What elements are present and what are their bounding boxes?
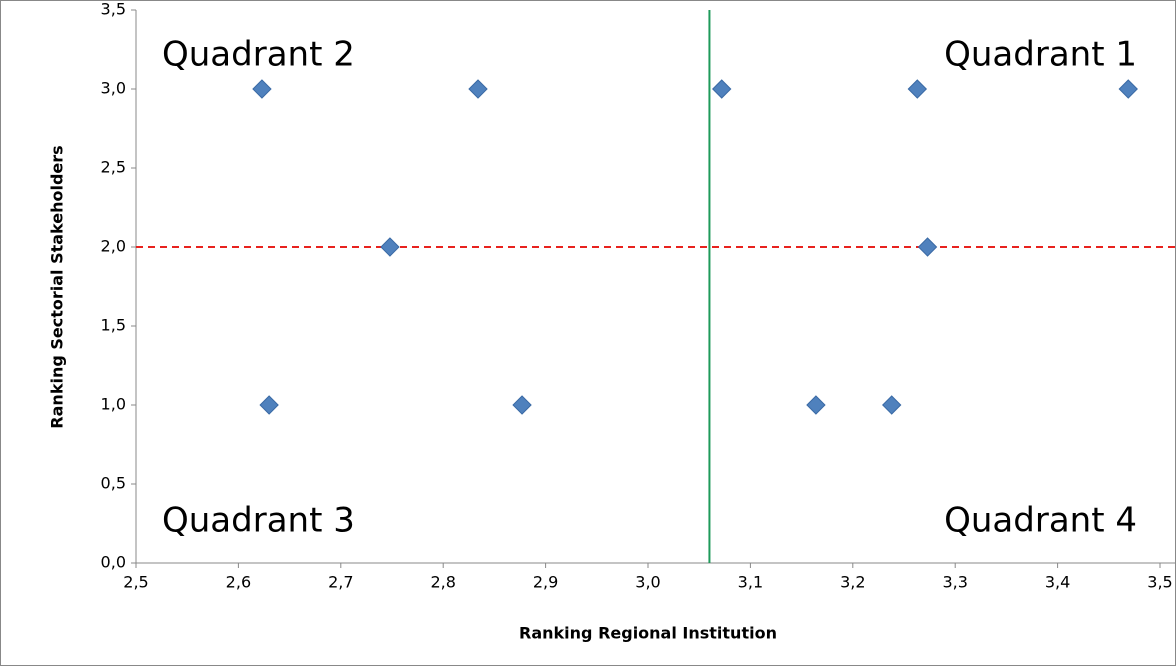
y-tick-label: 0,0 bbox=[101, 553, 126, 572]
quadrant-label: Quadrant 1 bbox=[944, 35, 1137, 75]
x-tick-label: 2,8 bbox=[430, 573, 455, 592]
point bbox=[468, 79, 488, 99]
y-tick-label: 1,0 bbox=[101, 395, 126, 414]
y-tick-label: 0,5 bbox=[101, 474, 126, 493]
point bbox=[512, 395, 532, 415]
quadrant-label: Quadrant 2 bbox=[162, 35, 355, 75]
x-tick-label: 3,0 bbox=[635, 573, 660, 592]
y-tick-label: 1,5 bbox=[101, 316, 126, 335]
point bbox=[907, 79, 928, 99]
x-tick-label: 3,4 bbox=[1045, 573, 1070, 592]
x-tick-label: 2,5 bbox=[123, 573, 148, 592]
point bbox=[882, 395, 902, 415]
point bbox=[1118, 79, 1138, 99]
y-tick-label: 3,0 bbox=[101, 79, 126, 98]
point bbox=[259, 395, 279, 415]
x-tick-label: 2,9 bbox=[533, 573, 558, 592]
x-tick-label: 2,6 bbox=[226, 573, 251, 592]
x-tick-label: 3,2 bbox=[840, 573, 865, 592]
x-tick-label: 3,1 bbox=[738, 573, 763, 592]
x-tick-label: 2,7 bbox=[328, 573, 353, 592]
x-tick-label: 3,5 bbox=[1147, 573, 1172, 592]
x-axis-title: Ranking Regional Institution bbox=[519, 624, 777, 643]
point bbox=[380, 237, 400, 257]
point bbox=[917, 237, 938, 257]
y-axis-title: Ranking Sectorial Stakeholders bbox=[48, 145, 67, 428]
point bbox=[712, 79, 732, 99]
quadrant-label: Quadrant 4 bbox=[944, 501, 1137, 541]
x-tick-label: 3,3 bbox=[942, 573, 967, 592]
y-tick-label: 2,5 bbox=[101, 158, 126, 177]
point bbox=[806, 395, 826, 415]
point bbox=[252, 79, 272, 99]
y-tick-label: 2,0 bbox=[101, 237, 126, 256]
y-tick-label: 3,5 bbox=[101, 0, 126, 19]
quadrant-label: Quadrant 3 bbox=[162, 501, 355, 541]
